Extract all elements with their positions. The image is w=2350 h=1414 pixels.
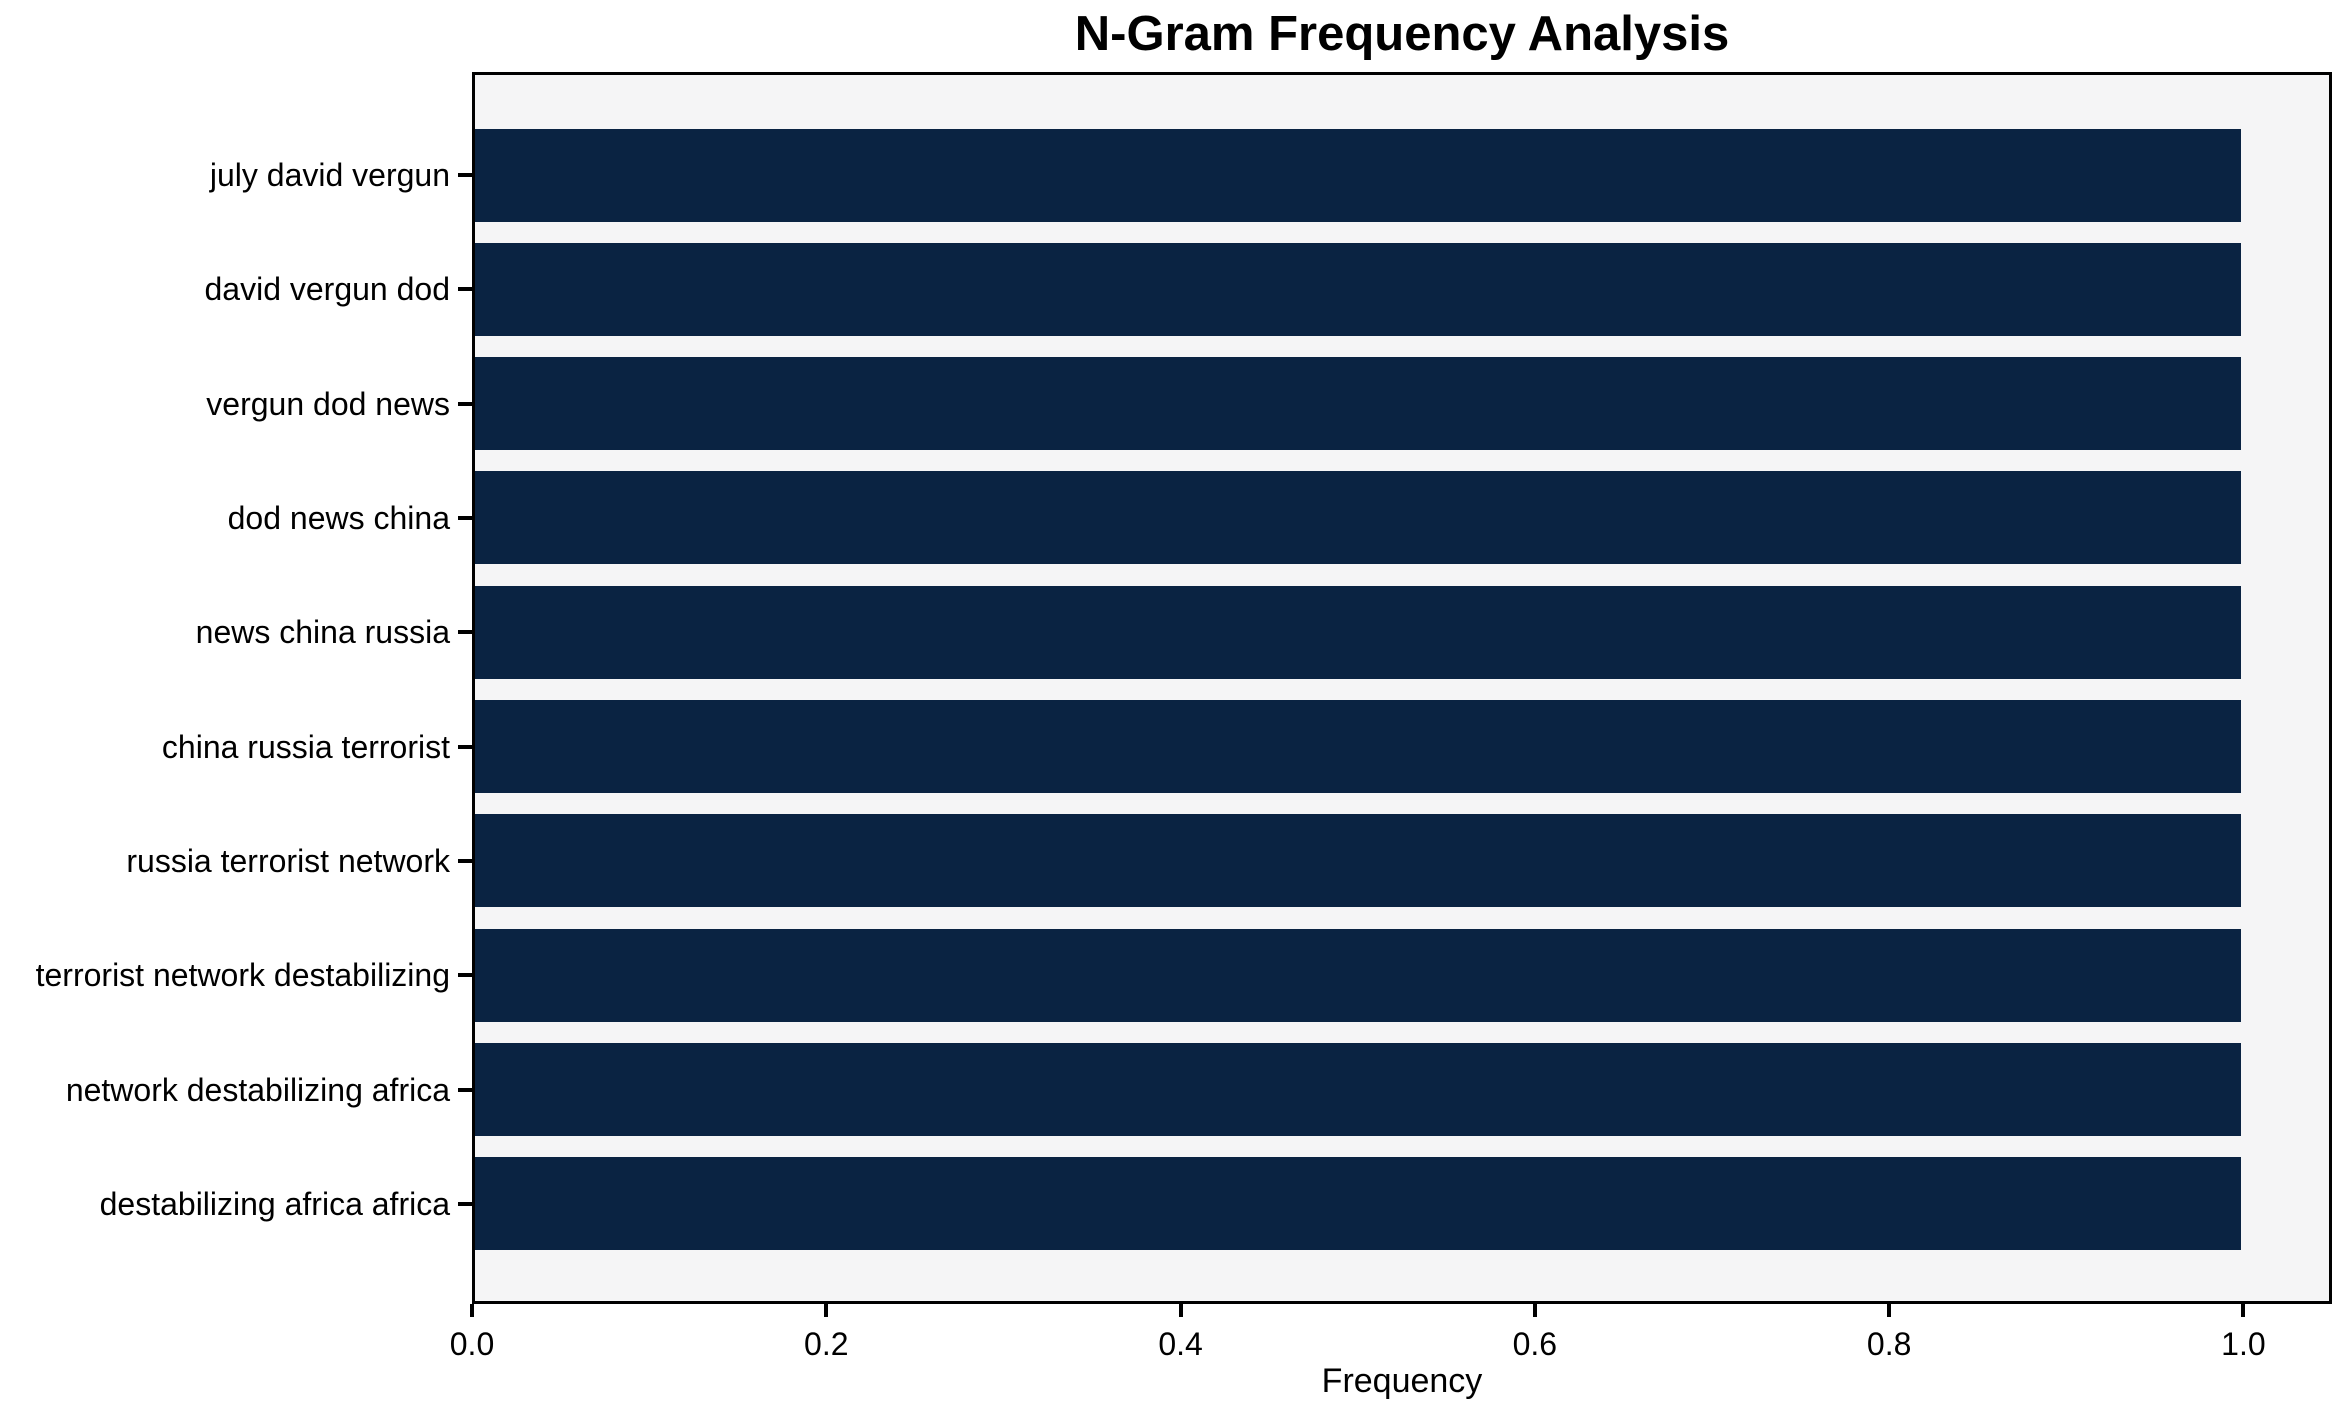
bar [475, 1157, 2241, 1251]
y-tick-mark [458, 973, 472, 978]
bar [475, 1043, 2241, 1137]
bar [475, 128, 2241, 222]
y-tick-label: news china russia [195, 614, 450, 651]
x-tick-label: 0.8 [1866, 1326, 1912, 1362]
x-tick-label: 0.4 [1158, 1326, 1203, 1362]
y-tick-mark [458, 1087, 472, 1092]
y-tick-label: july david vergun [209, 157, 450, 193]
y-tick-label: terrorist network destabilizing [35, 957, 450, 994]
y-tick-label: destabilizing africa africa [99, 1185, 450, 1222]
y-tick-mark [458, 1201, 472, 1206]
x-tick-mark [2241, 1304, 2246, 1317]
y-tick-label: david vergun dod [204, 271, 450, 308]
y-tick-label: network destabilizing africa [65, 1071, 450, 1108]
chart-title: N-Gram Frequency Analysis [1074, 7, 1730, 61]
y-tick-label: vergun dod news [206, 385, 450, 422]
y-tick-mark [458, 173, 472, 177]
y-tick-label: china russia terrorist [161, 728, 450, 765]
bar [475, 585, 2241, 679]
bar [475, 471, 2241, 565]
bar [475, 700, 2241, 794]
y-tick-label: dod news china [227, 499, 450, 536]
x-axis-label: Frequency [1321, 1362, 1483, 1400]
x-tick-label: 0.0 [449, 1326, 495, 1362]
y-tick-mark [458, 401, 472, 406]
x-tick-mark [824, 1304, 829, 1317]
x-tick-mark [1178, 1304, 1183, 1317]
x-tick-label: 0.6 [1512, 1326, 1558, 1362]
x-tick-mark [1532, 1304, 1537, 1317]
bar [475, 814, 2241, 908]
x-tick-label: 1.0 [2221, 1326, 2266, 1362]
bar [475, 928, 2241, 1022]
bar [475, 357, 2241, 451]
x-tick-label: 0.2 [804, 1326, 849, 1362]
y-tick-mark [458, 630, 472, 635]
y-tick-mark [458, 858, 472, 863]
y-tick-mark [458, 744, 472, 749]
y-tick-mark [458, 287, 472, 292]
bar [475, 242, 2241, 336]
y-tick-mark [458, 515, 472, 520]
y-tick-label: russia terrorist network [126, 842, 450, 879]
x-tick-mark [1887, 1304, 1892, 1317]
x-tick-mark [470, 1304, 474, 1317]
